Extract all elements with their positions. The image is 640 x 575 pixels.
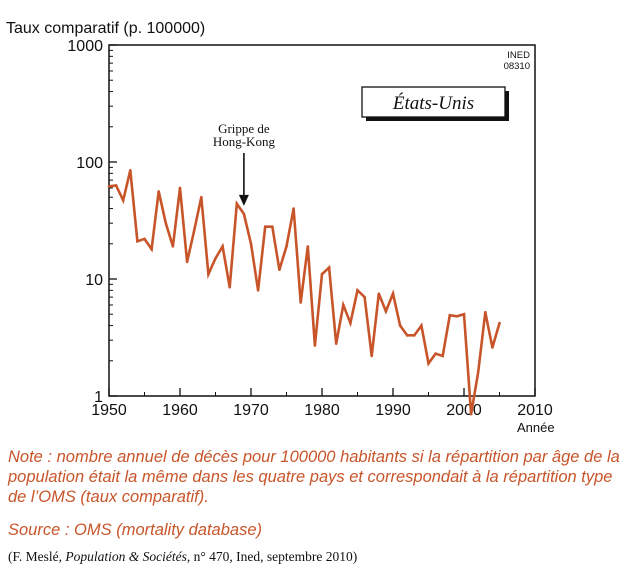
y-axis-label: Taux comparatif (p. 100000) bbox=[6, 20, 205, 37]
x-tick-label: 1970 bbox=[233, 402, 269, 419]
data-point bbox=[278, 268, 281, 272]
chart-title: États-Unis bbox=[392, 92, 474, 114]
x-tick-label: 1980 bbox=[304, 402, 340, 419]
data-point bbox=[221, 245, 224, 248]
data-point bbox=[391, 292, 395, 295]
data-point bbox=[299, 301, 303, 304]
citation-prefix: (F. Meslé, bbox=[8, 549, 66, 564]
data-point bbox=[469, 412, 473, 416]
data-point bbox=[256, 289, 260, 292]
data-point bbox=[171, 245, 175, 248]
data-point bbox=[448, 313, 452, 317]
data-point bbox=[377, 292, 381, 295]
data-point bbox=[178, 186, 182, 190]
data-point bbox=[462, 312, 466, 316]
source-text: Source : OMS (mortality database) bbox=[8, 521, 263, 539]
data-point bbox=[129, 168, 132, 172]
data-point bbox=[405, 334, 409, 337]
data-point bbox=[327, 266, 331, 269]
data-point bbox=[214, 257, 217, 260]
x-tick-label: 2000 bbox=[446, 402, 482, 419]
data-point bbox=[263, 225, 267, 228]
data-point bbox=[413, 334, 416, 337]
chart: Taux comparatif (p. 100000) 1 10 100 1000 1… bbox=[6, 20, 555, 435]
data-point bbox=[363, 295, 366, 299]
data-point bbox=[342, 303, 345, 307]
x-axis-label: Année bbox=[517, 420, 555, 435]
data-point bbox=[271, 225, 274, 228]
y-axis-ticks: 1 10 100 1000 bbox=[67, 38, 117, 406]
data-point bbox=[349, 321, 352, 325]
data-point bbox=[185, 260, 189, 264]
citation-journal: Population & Sociétés bbox=[65, 549, 187, 564]
data-point bbox=[370, 354, 374, 358]
x-tick-label: 1960 bbox=[162, 402, 198, 419]
data-point bbox=[242, 212, 246, 216]
y-tick-label: 1 bbox=[94, 389, 103, 406]
annotation-arrow-head bbox=[238, 194, 249, 206]
data-point bbox=[228, 285, 231, 289]
country-label-box bbox=[361, 86, 506, 118]
data-point bbox=[121, 199, 125, 202]
data-point bbox=[292, 207, 295, 210]
data-point bbox=[306, 245, 310, 248]
data-point bbox=[356, 289, 359, 292]
annotation-label: Grippe de Hong-Kong bbox=[213, 121, 276, 149]
citation: (F. Meslé, Population & Sociétés, n° 470… bbox=[8, 549, 634, 565]
data-point bbox=[434, 352, 437, 355]
data-point bbox=[249, 242, 253, 246]
x-tick-label: 2010 bbox=[517, 402, 553, 419]
data-point bbox=[420, 324, 423, 327]
data-point bbox=[313, 344, 317, 347]
citation-suffix: , n° 470, Ined, septembre 2010) bbox=[186, 549, 358, 564]
data-point bbox=[285, 245, 288, 248]
data-point bbox=[441, 354, 445, 358]
data-point bbox=[150, 247, 153, 251]
data-point bbox=[491, 346, 494, 349]
x-tick-label: 1990 bbox=[375, 402, 411, 419]
data-point bbox=[143, 237, 146, 241]
y-tick-label: 10 bbox=[85, 272, 103, 289]
y-tick-label: 100 bbox=[76, 155, 103, 172]
data-point bbox=[136, 240, 139, 243]
note-text: Note : nombre annuel de décès pour 10000… bbox=[8, 448, 620, 506]
data-point bbox=[334, 342, 338, 345]
data-point bbox=[484, 310, 487, 314]
series-layer bbox=[107, 168, 501, 416]
data-point bbox=[164, 221, 168, 225]
x-axis-ticks: 1950 1960 1970 1980 1990 2000 2010 bbox=[91, 388, 553, 419]
data-point bbox=[235, 202, 239, 206]
data-point bbox=[455, 314, 459, 318]
data-point bbox=[427, 362, 430, 365]
y-tick-label: 1000 bbox=[67, 38, 103, 55]
data-point bbox=[320, 272, 324, 276]
data-point bbox=[107, 184, 111, 188]
data-point bbox=[476, 370, 480, 374]
data-point bbox=[498, 321, 501, 325]
data-point bbox=[200, 195, 203, 199]
data-point bbox=[192, 229, 196, 232]
data-point bbox=[207, 272, 210, 276]
series-line bbox=[108, 169, 501, 415]
data-point bbox=[384, 309, 388, 313]
x-tick-label: 1950 bbox=[91, 402, 127, 419]
data-point bbox=[157, 190, 160, 193]
ined-badge: INED 08310 bbox=[504, 50, 531, 72]
data-point bbox=[114, 184, 118, 187]
data-point bbox=[398, 324, 402, 327]
